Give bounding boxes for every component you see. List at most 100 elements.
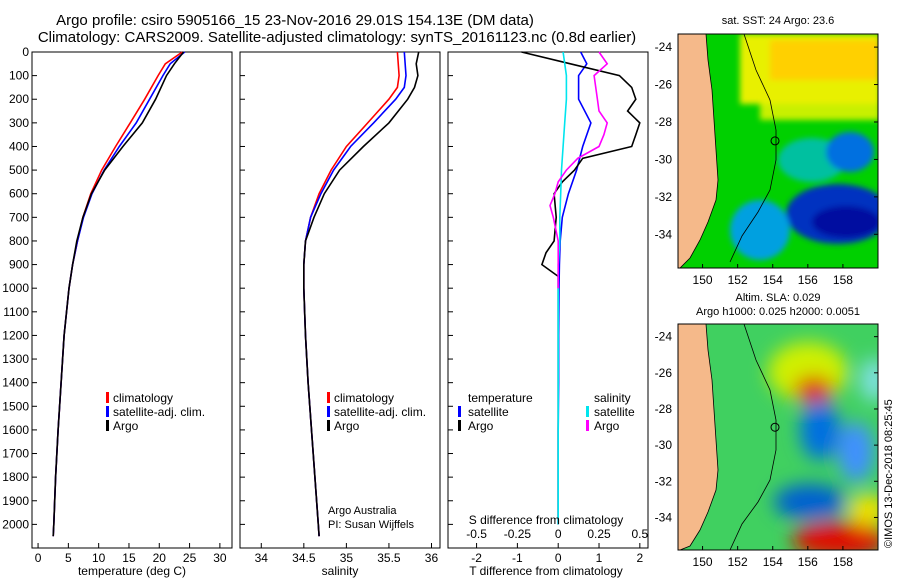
- temperature-legend: climatology satellite-adj. clim. Argo: [106, 391, 205, 433]
- sla-map: 150 152 154 156 158 -24 -26 -28 -30 -32 -34: [655, 323, 879, 569]
- lat-tick-label: -28: [655, 115, 673, 129]
- x-tick-label: 25: [183, 551, 197, 565]
- series-line-argo: [302, 51, 420, 537]
- s-tick-label: 0: [555, 527, 562, 541]
- lon-tick-label: 150: [693, 273, 713, 287]
- x-tick-label: 35: [340, 551, 354, 565]
- credit-pi: PI: Susan Wijffels: [328, 519, 414, 531]
- legend-label-s-argo: Argo: [594, 419, 620, 433]
- lon-tick-label: 154: [763, 555, 783, 569]
- sla-edge-east: [860, 358, 878, 402]
- sla-argo-location: [770, 422, 780, 432]
- sla-latitude-axis: -24 -26 -28 -30 -32 -34: [655, 330, 878, 524]
- sla-pattern: [768, 342, 878, 550]
- salinity-lines: [302, 51, 420, 537]
- lon-tick-label: 158: [833, 555, 853, 569]
- sla-land-australia: [678, 324, 719, 550]
- depth-tick-label: 600: [9, 187, 29, 201]
- depth-tick-label: 400: [9, 139, 29, 153]
- series-line-climatology: [52, 51, 183, 537]
- lon-tick-label: 156: [798, 273, 818, 287]
- legend-label-s-satellite: satellite: [594, 405, 635, 419]
- salinity-difference-label: S difference from climatology: [469, 513, 624, 527]
- depth-tick-label: 100: [9, 69, 29, 83]
- legend-swatch-satellite: [106, 406, 109, 417]
- sst-map: 150 152 154 156 158 -24 -26 -28 -30 -32 -34: [655, 33, 879, 287]
- sst-longitude-axis: 150 152 154 156 158: [693, 264, 853, 287]
- series-line-argo: [52, 51, 185, 537]
- depth-axis: 0 100 200 300 400 500 600 700 800 900 1000 1100 1200…: [2, 45, 37, 531]
- sst-latitude-axis: -24 -26 -28 -30 -32 -34: [655, 40, 878, 241]
- legend-swatch-climatology: [327, 392, 330, 403]
- depth-tick-label: 1200: [2, 328, 29, 342]
- sla-map-field: [678, 324, 878, 550]
- sla-low-1: [800, 400, 840, 460]
- depth-tick-label: 1000: [2, 281, 29, 295]
- lat-tick-label: -24: [655, 40, 673, 54]
- x-tick-label: 10: [92, 551, 106, 565]
- legend-label-t-satellite: satellite: [468, 405, 509, 419]
- depth-tick-label: 1400: [2, 376, 29, 390]
- x-tick-label: -2: [471, 551, 482, 565]
- lat-tick-label: -26: [655, 78, 673, 92]
- salinity-depth-ticks: [240, 51, 245, 525]
- sla-peak-1: [794, 376, 834, 404]
- sst-cool-east: [826, 132, 874, 172]
- sst-land-australia: [678, 34, 719, 268]
- x-tick-label: 35.5: [377, 551, 401, 565]
- x-tick-label: 2: [636, 551, 643, 565]
- x-tick-label: 36: [425, 551, 439, 565]
- x-tick-label: 0: [35, 551, 42, 565]
- lon-tick-label: 150: [693, 555, 713, 569]
- sst-coolest: [812, 206, 878, 238]
- salinity-difference-ticks: -0.5 -0.25 0 0.25 0.5: [466, 527, 648, 541]
- sla-map-title-2: Argo h1000: 0.025 h2000: 0.0051: [696, 306, 860, 318]
- x-tick-label: 5: [65, 551, 72, 565]
- title-line-1: Argo profile: csiro 5905166_15 23-Nov-20…: [56, 12, 534, 29]
- legend-swatch-s-argo: [586, 420, 589, 431]
- sla-map-title-1: Altim. SLA: 0.029: [736, 292, 821, 304]
- lat-tick-label: -34: [655, 227, 673, 241]
- series-line-s-satellite: [557, 51, 568, 525]
- series-line-t-argo: [521, 51, 641, 525]
- legend-label-satellite: satellite-adj. clim.: [334, 405, 426, 419]
- sst-map-title: sat. SST: 24 Argo: 23.6: [722, 15, 835, 27]
- difference-legend: temperature satellite Argo salinity sate…: [458, 391, 635, 433]
- salinity-axes-frame: [239, 51, 441, 549]
- temperature-panel: 0100200300400500600700800900100011001200…: [2, 45, 233, 578]
- depth-tick-label: 1100: [3, 305, 29, 319]
- sst-pattern: [730, 34, 878, 260]
- depth-tick-label: 1900: [2, 494, 29, 508]
- sst-map-frame: [677, 33, 879, 269]
- temperature-axes-frame: [31, 51, 233, 549]
- lon-tick-label: 156: [798, 555, 818, 569]
- depth-tick-label: 800: [9, 234, 29, 248]
- credit-argo-australia: Argo Australia: [328, 505, 397, 517]
- salinity-legend: climatology satellite-adj. clim. Argo: [327, 391, 426, 433]
- x-tick-label: 15: [122, 551, 136, 565]
- x-tick-label: 1: [596, 551, 603, 565]
- lat-tick-label: -24: [655, 330, 673, 344]
- lat-tick-label: -26: [655, 366, 673, 380]
- legend-header-salinity: salinity: [594, 391, 631, 405]
- legend-swatch-t-satellite: [458, 406, 461, 417]
- lat-tick-label: -34: [655, 510, 673, 524]
- sla-longitude-axis: 150 152 154 156 158: [693, 546, 853, 569]
- depth-tick-label: 1500: [2, 399, 29, 413]
- sst-warmest: [770, 40, 878, 80]
- temperature-xlabel: temperature (deg C): [78, 564, 186, 578]
- lat-tick-label: -30: [655, 152, 673, 166]
- lat-tick-label: -32: [655, 190, 673, 204]
- sst-isobath: [729, 34, 777, 263]
- legend-header-temperature: temperature: [468, 391, 533, 405]
- difference-depth-ticks: [448, 51, 453, 525]
- sst-coastal-cool: [730, 200, 790, 260]
- legend-label-t-argo: Argo: [468, 419, 494, 433]
- depth-tick-label: 200: [9, 92, 29, 106]
- depth-tick-label: 0: [22, 45, 29, 59]
- depth-tick-label: 500: [9, 163, 29, 177]
- sst-map-field: [678, 34, 878, 268]
- sla-low-3: [774, 484, 846, 520]
- depth-tick-label: 1700: [2, 447, 29, 461]
